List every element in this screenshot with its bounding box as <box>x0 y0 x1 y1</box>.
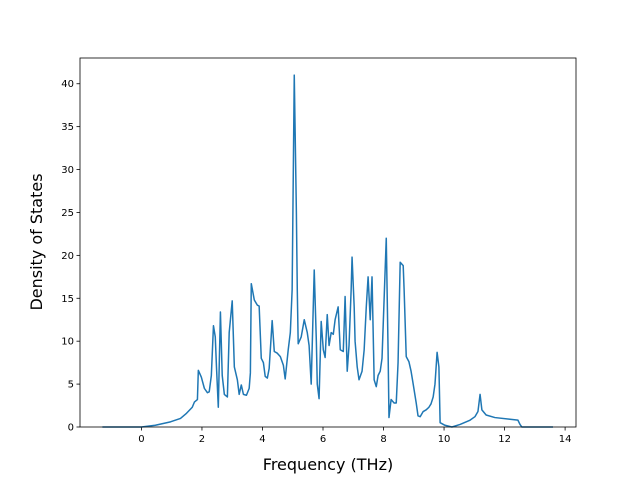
y-tick-label: 15 <box>61 294 74 305</box>
x-tick-label: 6 <box>320 434 326 445</box>
y-tick-label: 0 <box>68 423 74 434</box>
x-tick-label: 12 <box>498 434 511 445</box>
x-tick-label: 2 <box>199 434 205 445</box>
y-tick-label: 10 <box>61 337 74 348</box>
y-axis-label: Density of States <box>27 173 46 310</box>
y-tick-label: 20 <box>61 251 74 262</box>
x-tick-label: 8 <box>380 434 386 445</box>
line <box>102 74 553 428</box>
plot-frame <box>79 57 577 428</box>
x-tick-label: 10 <box>438 434 451 445</box>
y-tick-label: 25 <box>61 208 74 219</box>
y-tick-label: 30 <box>61 165 74 176</box>
x-tick-label: 4 <box>259 434 265 445</box>
x-tick-label: 14 <box>559 434 572 445</box>
x-axis-label: Frequency (THz) <box>263 455 393 474</box>
x-tick-label: 0 <box>138 434 144 445</box>
y-tick-label: 40 <box>61 79 74 90</box>
y-tick-label: 5 <box>68 380 74 391</box>
y-tick-label: 35 <box>61 122 74 133</box>
